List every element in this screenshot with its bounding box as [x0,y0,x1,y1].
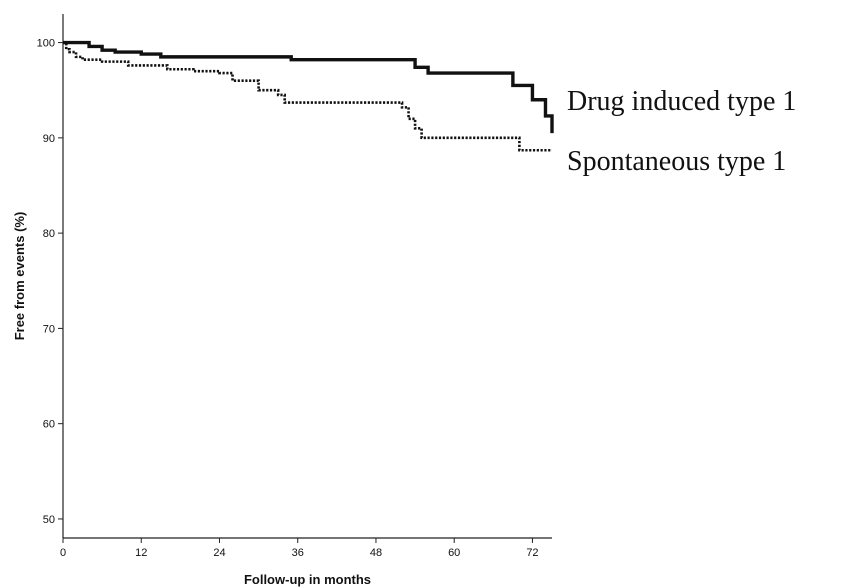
axes [62,14,552,539]
x-tick-label: 12 [135,547,147,559]
x-tick-label: 48 [370,547,382,559]
y-ticks: 50 60 70 80 90 100 [37,38,63,526]
x-tick-label: 36 [292,547,304,559]
y-tick-label: 60 [43,419,55,431]
y-tick-label: 50 [43,514,55,526]
x-axis-title: Follow-up in months [244,572,371,587]
series-lines [63,40,554,152]
y-axis-title: Free from events (%) [12,212,27,341]
y-tick-label: 90 [43,133,55,145]
x-tick-label: 24 [213,547,225,559]
x-ticks: 0 12 24 36 48 60 72 [60,538,539,559]
series-line-drug-induced [63,40,554,134]
y-tick-label: 80 [43,228,55,240]
legend: Drug induced type 1 Spontaneous type 1 [567,86,796,177]
x-tick-label: 0 [60,547,66,559]
x-tick-label: 60 [448,547,460,559]
legend-label: Drug induced type 1 [567,86,796,117]
y-tick-label: 100 [37,38,55,50]
series-line-spontaneous [63,41,552,152]
y-tick-label: 70 [43,323,55,335]
legend-label: Spontaneous type 1 [567,146,786,177]
x-tick-label: 72 [526,547,538,559]
